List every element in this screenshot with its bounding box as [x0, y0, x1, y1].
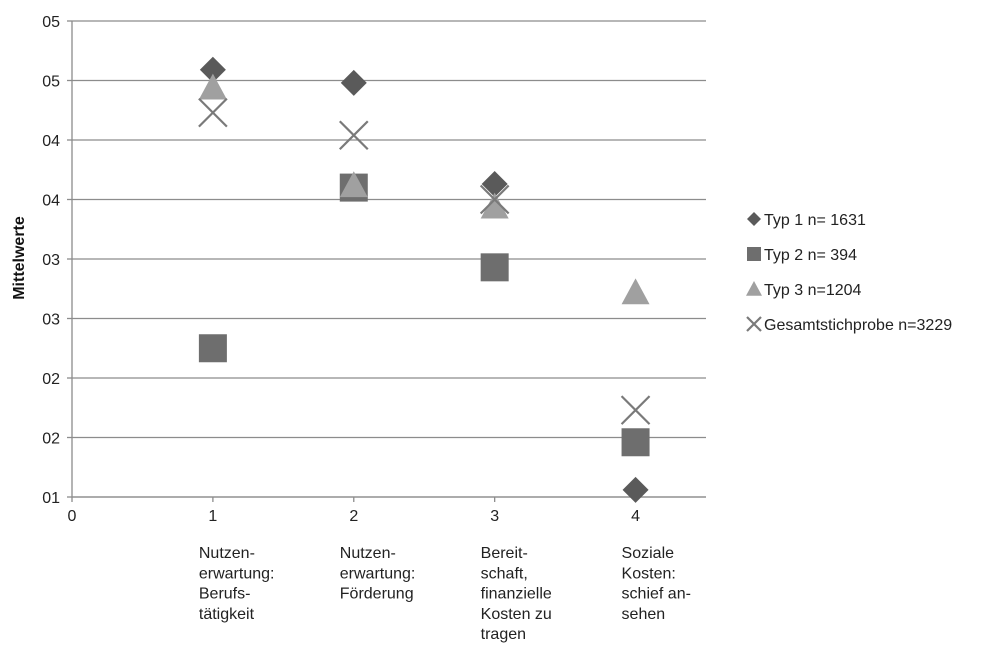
category-label-2: Nutzen-erwartung: Förderung: [340, 545, 416, 603]
y-tick-label-8: 05: [42, 14, 60, 31]
category-labels: Nutzen-erwartung: Berufs-tätigkeit Nutzen-…: [199, 545, 691, 643]
legend-marker-4: [746, 316, 762, 332]
y-axis-label: Mittelwerte: [11, 216, 28, 300]
category-label-1: Nutzen-erwartung: Berufs-tätigkeit: [199, 545, 275, 623]
legend-marker-2: [747, 247, 761, 261]
gridlines: [67, 20, 706, 502]
point-series4-2: [339, 120, 369, 151]
x-tick-label-1: 1: [208, 508, 217, 525]
legend-marker-3: [746, 281, 762, 296]
y-tick-label-7: 05: [42, 74, 60, 91]
category-label-3: Bereit-schaft, finanzielle Kosten zu tragen: [481, 545, 552, 643]
point-series1-2: [340, 69, 367, 96]
x-tick-label-4: 4: [631, 508, 640, 525]
data-points: [198, 56, 651, 503]
y-tick-label-2: 02: [42, 371, 60, 388]
y-tick-label-0: 01: [42, 490, 60, 507]
point-series1-1: [199, 56, 226, 83]
x-tick-label-2: 2: [349, 508, 358, 525]
x-tick-label-0: 0: [68, 508, 77, 525]
point-series2-4: [621, 428, 650, 457]
point-series3-1: [198, 73, 227, 100]
point-series3-4: [621, 278, 650, 305]
point-series3-2: [339, 171, 368, 198]
legend-marker-1: [747, 212, 761, 226]
point-series1-4: [622, 476, 649, 503]
legend-label-3: Typ 3 n=1204: [764, 282, 862, 299]
y-tick-label-6: 04: [42, 133, 60, 150]
point-series4-3: [479, 184, 510, 215]
y-tick-label-4: 03: [42, 252, 60, 269]
y-tick-label-3: 03: [42, 312, 60, 329]
y-tick-label-5: 04: [42, 193, 60, 210]
point-series2-1: [198, 334, 227, 363]
legend: Typ 1 n= 1631 Typ 2 n= 394 Typ 3 n=1204 Ges…: [746, 212, 952, 334]
legend-label-2: Typ 2 n= 394: [764, 247, 857, 264]
legend-label-1: Typ 1 n= 1631: [764, 212, 866, 229]
y-tick-labels: 01 02 02 03 03 04 04 05 05: [42, 14, 60, 507]
legend-label-4: Gesamtstichprobe n=3229: [764, 317, 952, 334]
point-series1-3: [481, 171, 508, 198]
point-series4-1: [198, 97, 228, 128]
category-label-4: Soziale Kosten: schief an-sehen: [622, 545, 691, 623]
y-tick-label-1: 02: [42, 431, 60, 448]
x-tick-label-3: 3: [490, 508, 499, 525]
point-series2-3: [480, 253, 509, 282]
x-tick-labels: 0 1 2 3 4: [68, 508, 641, 525]
point-series4-4: [620, 395, 651, 425]
point-series3-3: [480, 192, 509, 219]
